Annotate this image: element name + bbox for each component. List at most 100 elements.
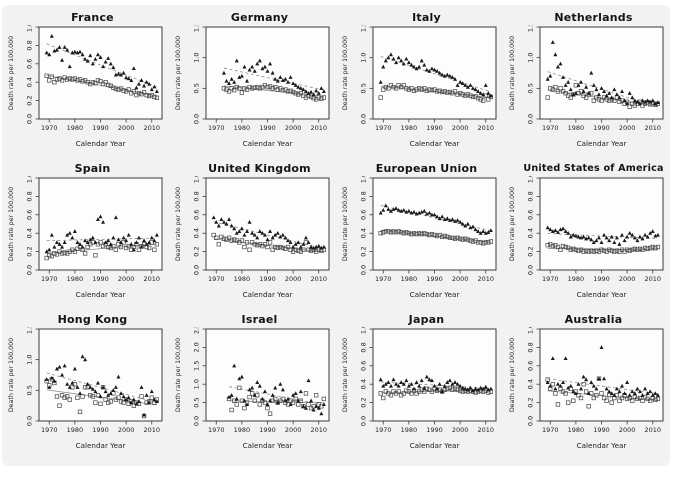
x-tick-label: 1970: [40, 275, 57, 283]
triangle-marker: [488, 93, 493, 98]
triangle-marker: [467, 385, 472, 390]
series-squares: [545, 242, 660, 254]
triangle-marker: [383, 203, 388, 208]
x-axis: 1970 1980 1990 2000 2010: [374, 119, 494, 132]
triangle-marker: [236, 376, 241, 381]
x-tick-label: 1990: [259, 124, 276, 132]
triangle-marker: [432, 67, 436, 72]
x-tick-label: 2010: [644, 124, 661, 132]
triangle-marker: [591, 83, 596, 87]
triangle-marker: [249, 385, 254, 390]
triangle-marker: [139, 244, 143, 249]
triangle-marker: [655, 393, 660, 397]
triangle-marker: [406, 60, 411, 65]
y-tick-label: 0.8: [359, 342, 367, 352]
triangle-marker: [298, 86, 303, 90]
square-marker: [619, 395, 624, 401]
square-marker: [267, 240, 272, 245]
plot-israel: 1970 1980 1990 2000 2010 Calendar Year 0.0 0.5 1…: [175, 327, 329, 450]
triangle-marker: [282, 76, 287, 81]
triangle-marker: [298, 244, 303, 249]
triangle-marker: [62, 45, 67, 49]
square-marker: [54, 252, 59, 257]
triangle-marker: [265, 68, 269, 73]
square-marker: [583, 95, 588, 100]
square-marker: [305, 402, 311, 407]
square-marker: [108, 399, 113, 404]
triangle-marker: [457, 80, 462, 84]
triangle-marker: [401, 208, 406, 212]
square-marker: [426, 87, 432, 92]
triangle-marker: [616, 242, 621, 246]
triangle-marker: [401, 61, 406, 66]
triangle-marker: [616, 95, 621, 100]
square-marker: [97, 79, 103, 84]
triangle-marker: [239, 73, 244, 78]
triangle-marker: [257, 58, 262, 63]
triangle-marker: [596, 376, 601, 381]
triangle-marker: [627, 393, 632, 397]
square-marker: [143, 92, 149, 98]
triangle-marker: [609, 391, 614, 395]
square-marker: [557, 86, 563, 91]
triangle-marker: [593, 238, 598, 243]
y-axis-label: Death rate per 100,000: [8, 36, 15, 110]
triangle-marker: [46, 247, 51, 252]
square-marker: [44, 255, 49, 261]
square-marker: [92, 400, 98, 405]
x-tick-label: 1980: [66, 275, 83, 283]
triangle-marker: [285, 238, 290, 243]
triangle-marker: [439, 72, 444, 77]
triangle-marker: [483, 83, 488, 87]
triangle-marker: [59, 372, 64, 377]
square-marker: [411, 88, 416, 93]
triangle-marker: [280, 387, 285, 392]
triangle-marker: [545, 225, 550, 230]
triangle-marker: [642, 99, 647, 104]
square-marker: [632, 246, 637, 251]
triangle-marker: [437, 216, 442, 221]
triangle-marker: [645, 234, 650, 239]
square-marker: [449, 235, 455, 240]
square-marker: [575, 393, 581, 398]
triangle-marker: [593, 386, 598, 391]
triangle-marker: [92, 240, 97, 244]
y-axis: 0.0 0.5 1.0 1.5: [25, 327, 39, 426]
square-marker: [151, 94, 156, 100]
square-marker: [69, 77, 74, 82]
plot-germany: 1970 1980 1990 2000 2010 Calendar Year 0.0 0.5 1…: [175, 25, 329, 148]
x-tick-label: 2010: [644, 426, 661, 434]
square-marker: [624, 396, 629, 402]
series-triangles: [378, 374, 493, 394]
square-marker: [95, 393, 100, 398]
square-marker: [77, 409, 82, 414]
triangle-marker: [614, 386, 619, 391]
y-tick-label: 0.4: [192, 228, 200, 238]
triangle-marker: [128, 242, 133, 246]
triangle-marker: [457, 219, 462, 224]
triangle-marker: [118, 72, 123, 77]
square-marker: [97, 401, 103, 406]
y-tick-label: 0.2: [526, 397, 534, 407]
triangle-marker: [90, 61, 95, 66]
triangle-marker: [270, 70, 275, 75]
triangle-marker: [105, 238, 110, 243]
square-marker: [262, 400, 267, 405]
square-marker: [424, 88, 429, 93]
square-marker: [105, 82, 110, 88]
square-marker: [316, 247, 321, 252]
square-marker: [49, 254, 54, 259]
square-marker: [601, 395, 606, 401]
triangle-marker: [80, 244, 85, 249]
square-marker: [72, 249, 77, 254]
y-tick-label: 1.0: [25, 25, 33, 32]
square-marker: [264, 244, 270, 250]
triangle-marker: [619, 89, 624, 93]
triangle-marker: [596, 92, 601, 97]
square-marker: [557, 247, 563, 252]
square-marker: [403, 86, 408, 91]
triangle-marker: [555, 64, 560, 69]
square-marker: [454, 235, 460, 240]
triangle-marker: [252, 393, 257, 397]
